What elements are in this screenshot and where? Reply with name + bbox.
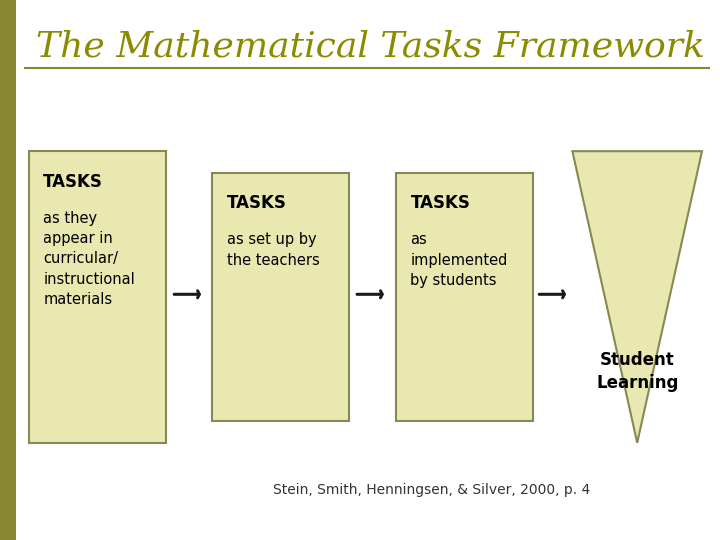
Text: as
implemented
by students: as implemented by students: [410, 232, 508, 288]
Text: TASKS: TASKS: [227, 194, 287, 212]
Text: Student
Learning: Student Learning: [596, 350, 678, 392]
Bar: [396, 173, 533, 421]
Bar: [0, 0, 16, 540]
Text: TASKS: TASKS: [43, 173, 103, 191]
Text: Stein, Smith, Henningsen, & Silver, 2000, p. 4: Stein, Smith, Henningsen, & Silver, 2000…: [274, 483, 590, 497]
Text: TASKS: TASKS: [410, 194, 470, 212]
Text: The Mathematical Tasks Framework: The Mathematical Tasks Framework: [36, 30, 705, 64]
Bar: [212, 173, 349, 421]
Text: as set up by
the teachers: as set up by the teachers: [227, 232, 320, 268]
Polygon shape: [572, 151, 702, 443]
Text: as they
appear in
curricular/
instructional
materials: as they appear in curricular/ instructio…: [43, 211, 135, 307]
Bar: [29, 151, 166, 443]
